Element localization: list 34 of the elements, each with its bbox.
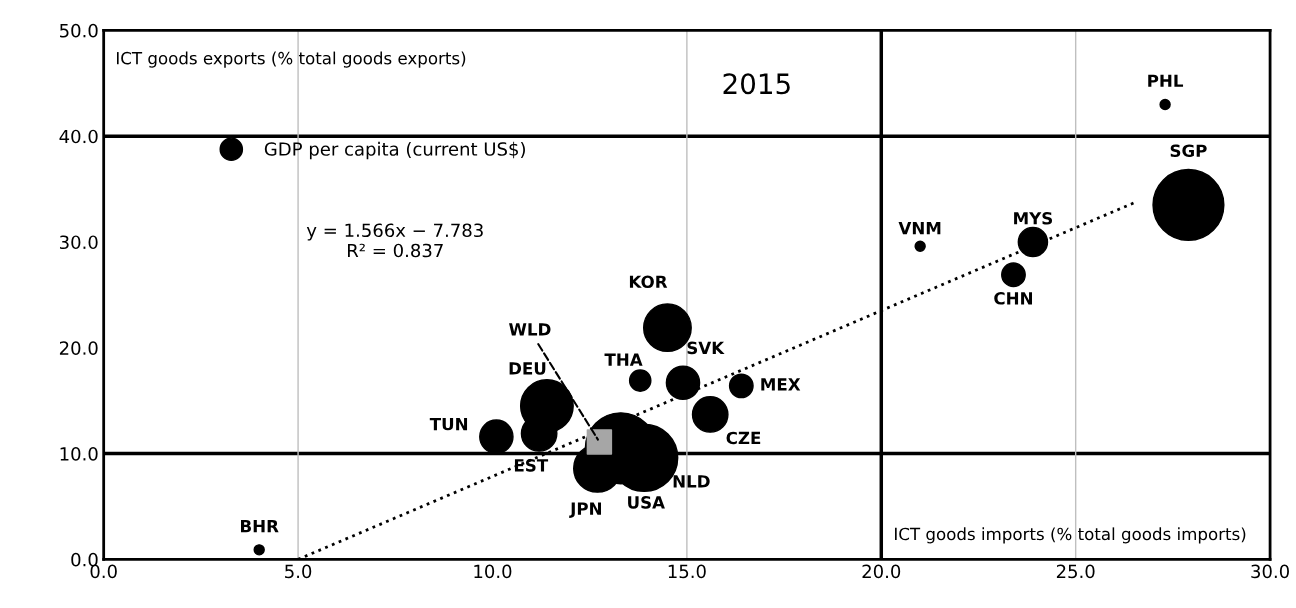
annotation: CHN [994, 292, 1033, 305]
annotation: TUN [429, 417, 468, 431]
x-tick-label: 5.0 [285, 564, 312, 579]
annotation: JPN [569, 502, 601, 518]
x-tick-label: 30.0 [1251, 564, 1289, 579]
y-tick-label: 20.0 [59, 341, 98, 355]
y-tick-label: 30.0 [59, 235, 98, 250]
annotation: SGP [1170, 144, 1207, 158]
x-tick-label: 25.0 [1056, 564, 1095, 579]
annotation: DEU [509, 362, 546, 375]
annotation: VNM [898, 222, 941, 235]
text: 2015 [723, 73, 790, 95]
annotation: USA [628, 496, 665, 509]
y-tick-label: 40.0 [59, 129, 98, 144]
y-axis-title: ICT goods exports (% total goods exports) [116, 51, 466, 68]
x-tick-label: 10.0 [474, 564, 512, 579]
annotation: BHR [240, 520, 279, 533]
y-tick-label: 10.0 [60, 447, 98, 461]
x-axis-title: ICT goods imports (% total goods imports) [895, 527, 1246, 544]
x-tick-label: 20.0 [862, 564, 901, 579]
annotation: NLD [673, 475, 710, 488]
annotation: PHL [1148, 74, 1184, 87]
annotation: THA [604, 353, 643, 366]
annotation: KOR [629, 275, 668, 289]
annotation: y = 1.566x − 7.783 R² = 0.837 [306, 223, 483, 258]
y-tick-label: 50.0 [60, 23, 98, 38]
annotation: MEX [761, 378, 801, 391]
annotation: EST [514, 459, 549, 472]
legend-label: GDP per capita (current US$) [264, 141, 525, 160]
annotation: WLD [509, 323, 551, 336]
annotation: SVK [687, 341, 725, 355]
annotation: CZE [726, 431, 761, 445]
annotation: MYS [1014, 211, 1053, 225]
x-tick-label: 15.0 [668, 564, 706, 579]
